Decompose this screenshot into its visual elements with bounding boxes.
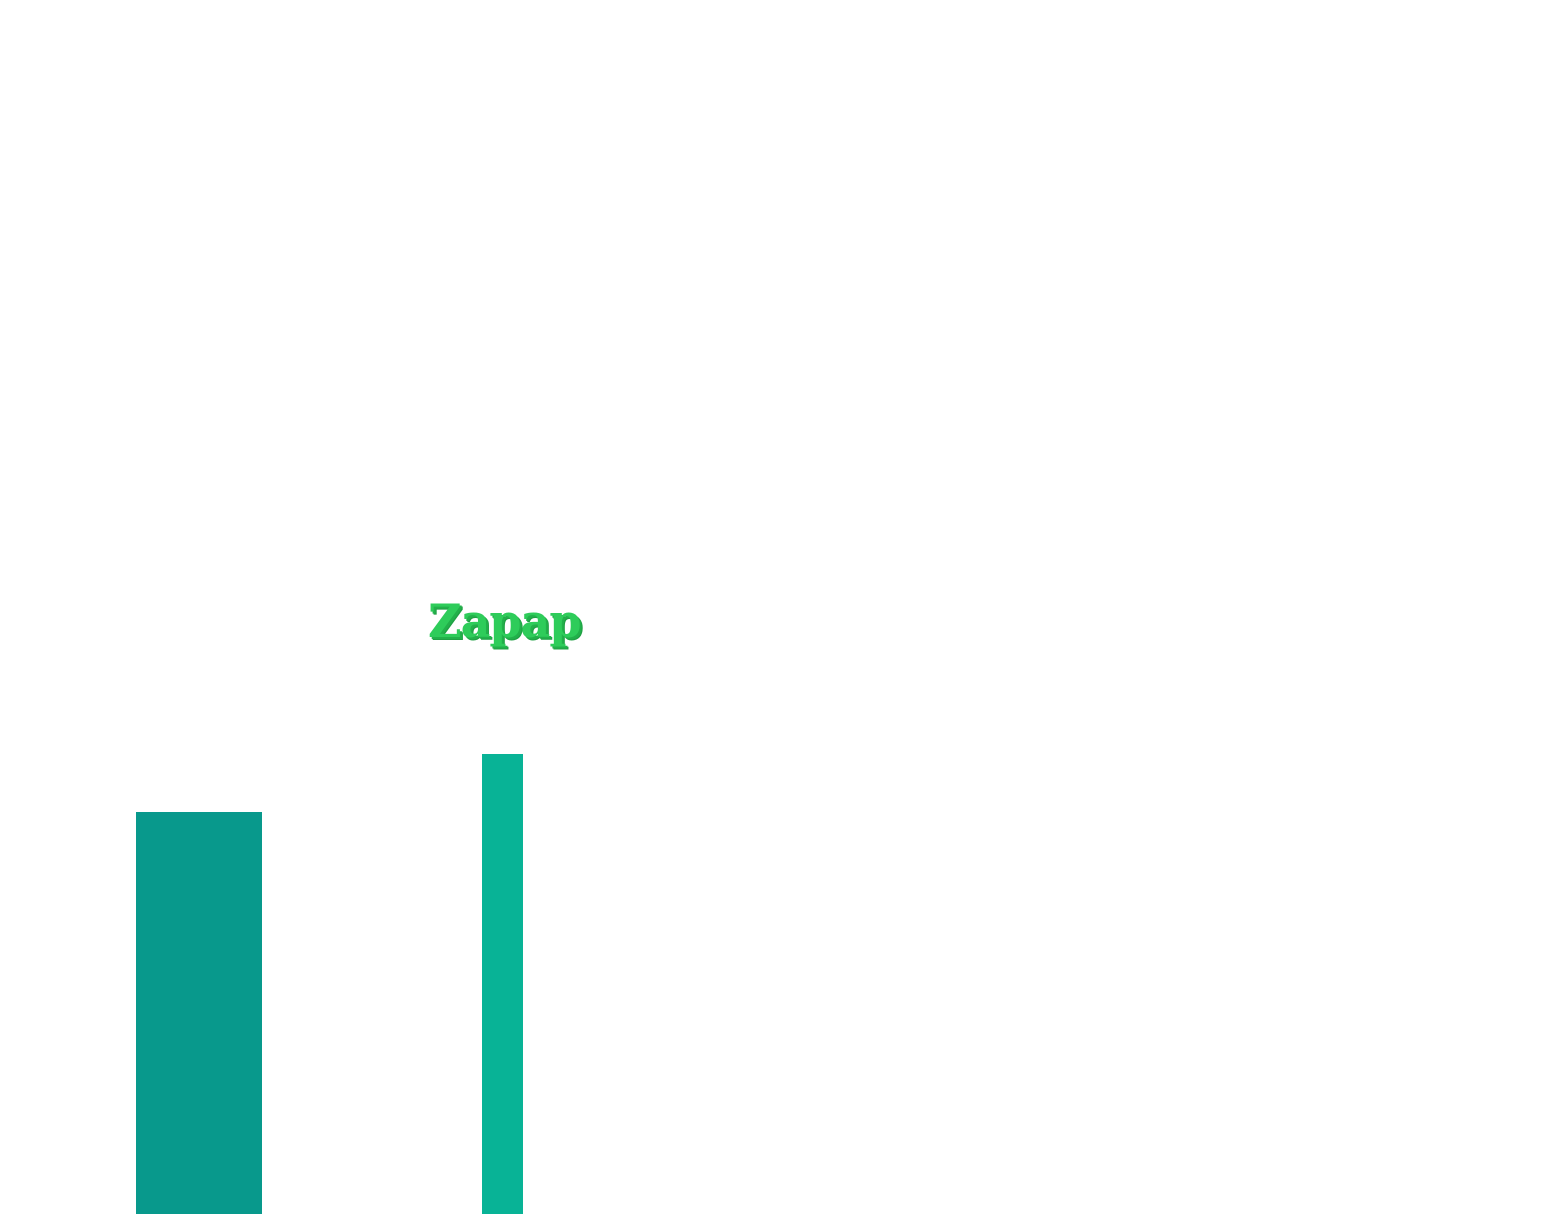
decorative-block-right [482, 754, 523, 1214]
decorative-block-left [136, 812, 262, 1214]
zapap-logo: Zapap [428, 594, 582, 648]
